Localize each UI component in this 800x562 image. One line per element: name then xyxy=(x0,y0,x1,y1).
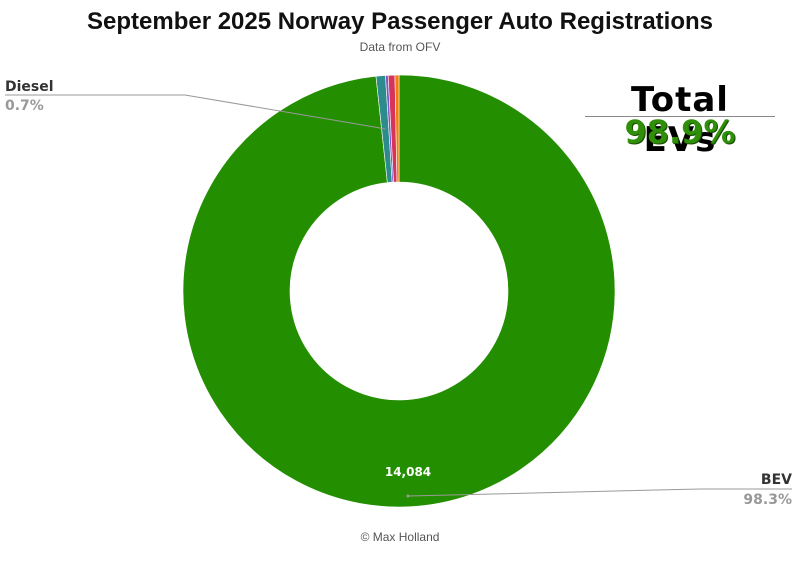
diesel-leader-line xyxy=(5,94,386,130)
credit-footer: © Max Holland xyxy=(360,530,440,544)
bev-leader-line xyxy=(407,488,792,497)
bev-legend-value: 98.3% xyxy=(743,492,792,508)
chart-subtitle: Data from OFV xyxy=(359,40,441,54)
bev-leader-dot xyxy=(406,494,410,498)
chart-title: September 2025 Norway Passenger Auto Reg… xyxy=(87,8,713,35)
diesel-legend-value: 0.7% xyxy=(5,98,44,114)
slice-segment-4 xyxy=(394,74,400,183)
bev-value-label: 14,084 xyxy=(385,465,431,479)
total-evs-heading: Total EVs xyxy=(631,80,729,160)
slice-bev xyxy=(182,74,616,508)
total-evs-value: 98.9% xyxy=(624,113,736,151)
diesel-legend-label: Diesel xyxy=(5,79,54,95)
total-evs-divider xyxy=(585,116,775,117)
bev-legend-label: BEV xyxy=(761,472,792,488)
